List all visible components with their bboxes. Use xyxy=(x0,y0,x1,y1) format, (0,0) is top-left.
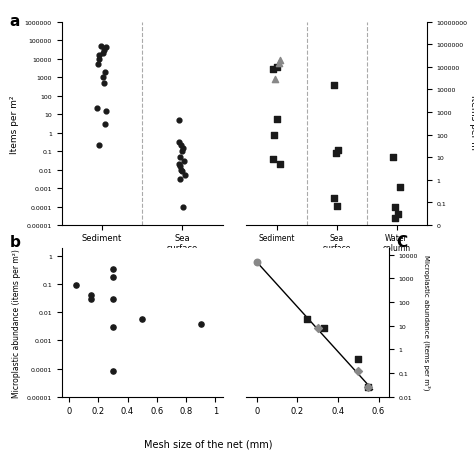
Point xyxy=(392,215,399,222)
Point xyxy=(314,325,321,332)
Point xyxy=(330,83,337,90)
Point xyxy=(97,43,104,50)
Point xyxy=(100,47,108,54)
Point xyxy=(102,44,110,51)
Point xyxy=(93,106,101,113)
Point xyxy=(396,184,403,191)
Text: b: b xyxy=(9,235,20,249)
Point xyxy=(276,161,283,168)
Point xyxy=(182,172,189,179)
Point xyxy=(253,259,260,266)
Point xyxy=(269,66,277,74)
Point xyxy=(176,139,183,147)
Point xyxy=(87,292,95,299)
Point xyxy=(95,56,102,63)
Point xyxy=(271,76,279,83)
Point xyxy=(177,154,184,161)
Point xyxy=(95,53,102,60)
Y-axis label: Items per m²: Items per m² xyxy=(10,95,19,153)
Point xyxy=(179,203,186,211)
Point xyxy=(355,355,362,363)
Point xyxy=(391,204,399,212)
Point xyxy=(179,145,187,152)
Point xyxy=(99,51,107,58)
Point xyxy=(273,116,281,123)
Point xyxy=(177,163,184,170)
Point xyxy=(109,368,117,375)
Text: Mesh size of the net (mm): Mesh size of the net (mm) xyxy=(144,438,273,448)
Point xyxy=(320,325,328,332)
Point xyxy=(365,384,372,391)
Point xyxy=(394,211,401,218)
Point xyxy=(177,166,185,174)
Point xyxy=(138,315,146,322)
Point xyxy=(180,158,187,165)
Point xyxy=(178,148,186,155)
Point xyxy=(330,195,337,202)
Point xyxy=(175,161,183,168)
Y-axis label: Items per m³: Items per m³ xyxy=(469,95,474,153)
Point xyxy=(109,324,117,331)
Y-axis label: Microplastic abundance (items per m³): Microplastic abundance (items per m³) xyxy=(423,255,430,390)
Point xyxy=(270,156,277,164)
Point xyxy=(99,74,107,82)
Point xyxy=(94,61,101,69)
Point xyxy=(103,108,110,115)
Point xyxy=(304,315,311,322)
Point xyxy=(332,150,340,157)
Point xyxy=(109,266,117,273)
Point xyxy=(365,384,372,391)
Point xyxy=(178,168,186,175)
Point xyxy=(273,64,281,71)
Point xyxy=(176,117,183,124)
Point xyxy=(276,57,283,64)
Point xyxy=(197,320,205,327)
Point xyxy=(334,147,342,155)
Point xyxy=(101,69,109,76)
Text: C: C xyxy=(396,235,407,249)
Text: a: a xyxy=(9,14,20,28)
Point xyxy=(109,274,117,281)
Point xyxy=(101,121,109,128)
Point xyxy=(87,296,95,303)
Point xyxy=(176,176,183,184)
Point xyxy=(270,132,278,139)
Point xyxy=(275,60,283,67)
Point xyxy=(109,296,117,303)
Point xyxy=(95,143,103,150)
Point xyxy=(355,368,362,375)
Point xyxy=(100,80,108,87)
Point xyxy=(333,203,340,210)
Y-axis label: Microplastic abundance (items per m²): Microplastic abundance (items per m²) xyxy=(12,248,21,397)
Point xyxy=(390,154,397,161)
Point xyxy=(73,282,80,290)
Point xyxy=(177,143,184,150)
